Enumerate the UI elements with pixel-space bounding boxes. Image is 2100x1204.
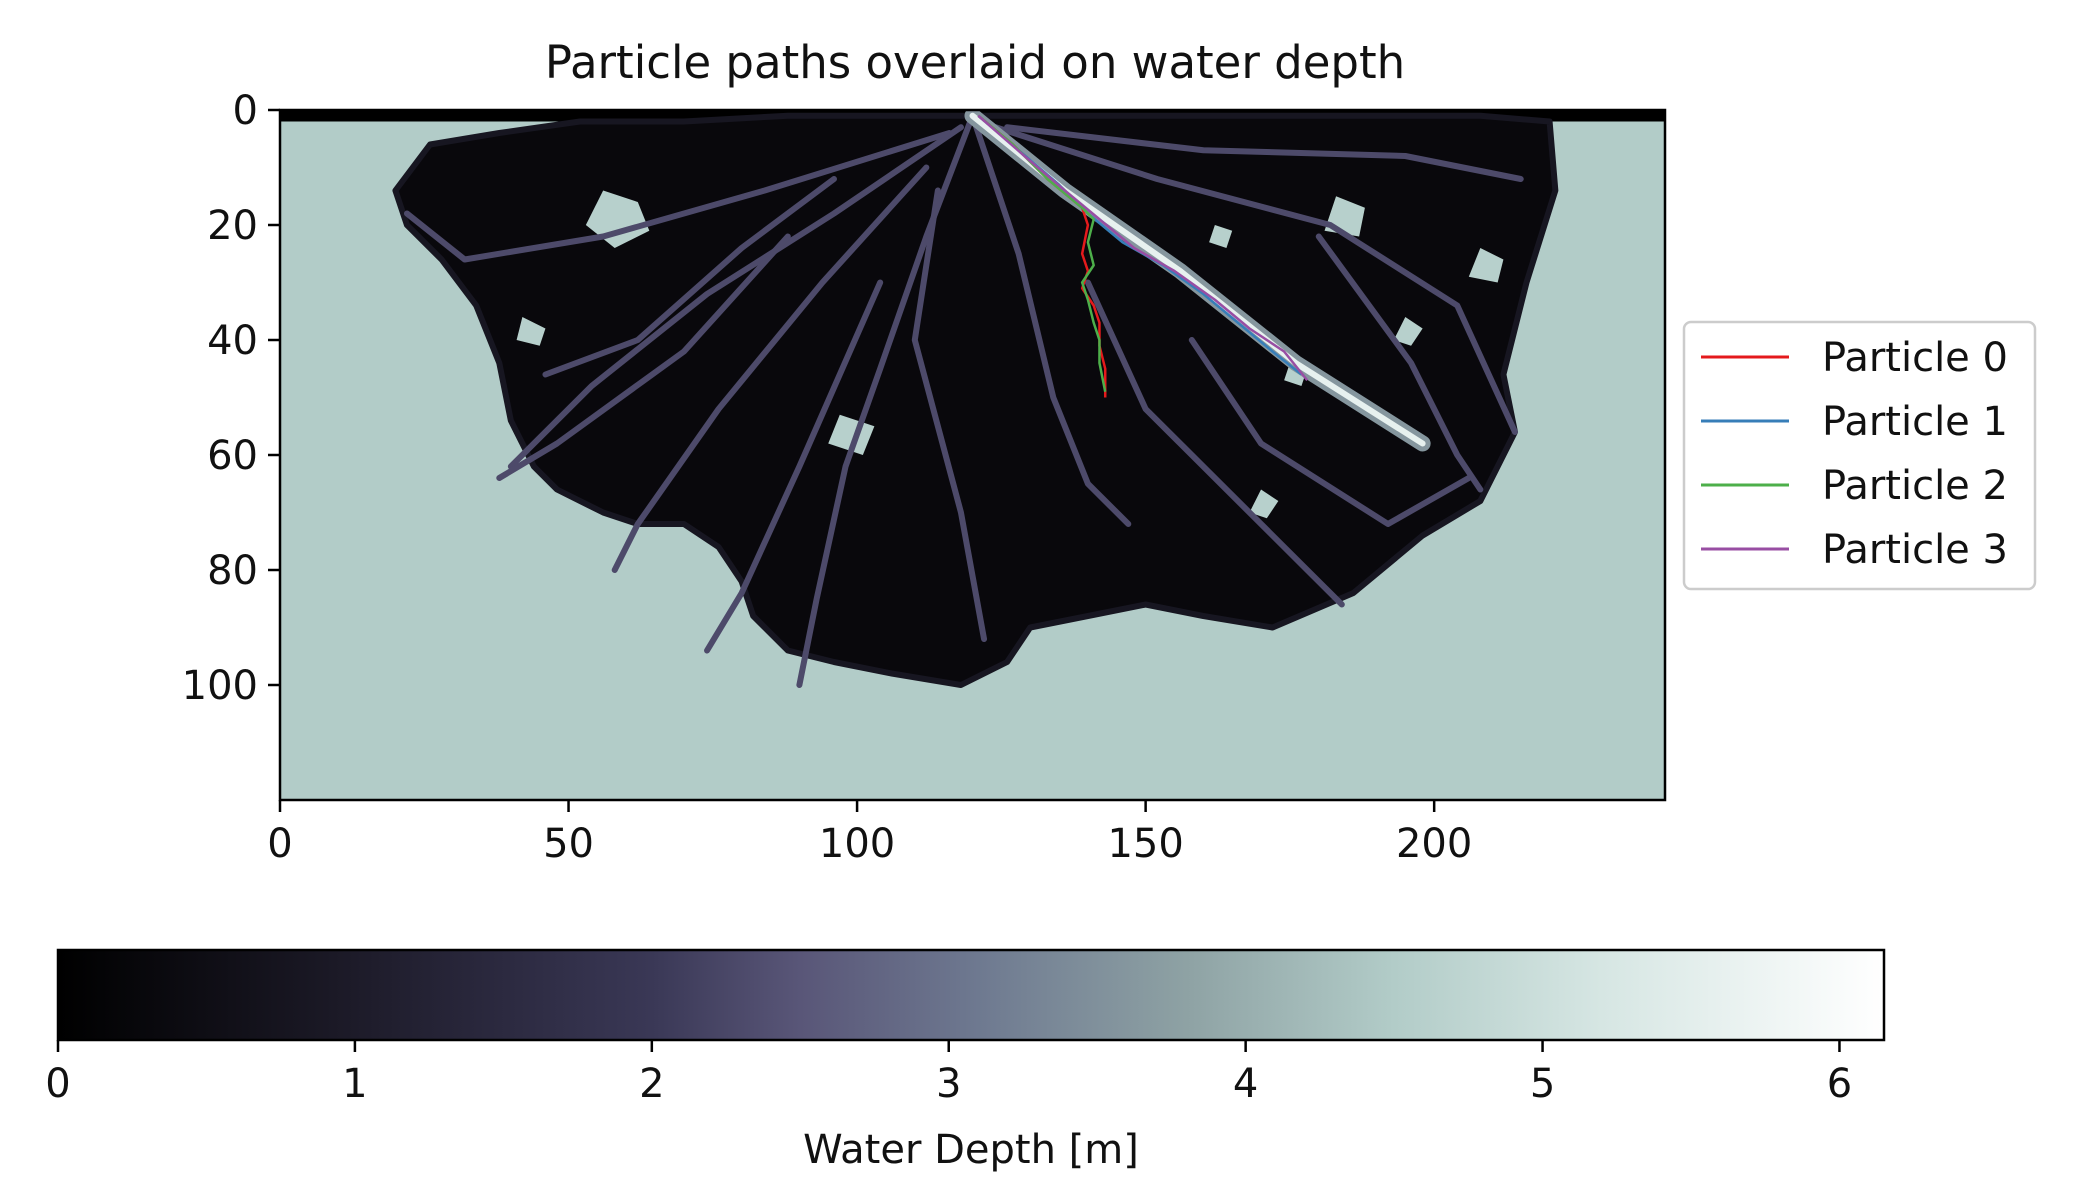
colorbar: 0 1 2 3 4 5 6 Water Depth [m] <box>45 948 1886 1173</box>
legend-box <box>1682 320 2037 591</box>
y-tick-label: 0 <box>233 88 258 134</box>
x-tick-label: 150 <box>1107 821 1183 867</box>
delta-channel <box>992 124 1518 435</box>
colorbar-tick-label: 5 <box>1530 1061 1555 1107</box>
colorbar-tick-label: 0 <box>45 1061 70 1107</box>
x-axis: 0 50 100 150 200 <box>267 800 1472 867</box>
delta-channel <box>704 279 884 654</box>
heatmap-plot-area: 0 50 100 150 200 0 20 40 60 80 100 <box>182 88 1667 867</box>
y-tick-label: 60 <box>207 433 258 479</box>
colorbar-tick-label: 2 <box>639 1061 664 1107</box>
particle-paths <box>977 114 1309 398</box>
delta-channel <box>911 187 988 642</box>
y-tick-label: 40 <box>207 318 258 364</box>
delta-island <box>1209 225 1233 248</box>
chart-title: Particle paths overlaid on water depth <box>545 36 1405 89</box>
delta-channel <box>1315 233 1484 493</box>
legend-label-1: Particle 1 <box>1822 399 2008 445</box>
delta-channel <box>1084 279 1345 608</box>
x-tick-label: 100 <box>819 821 895 867</box>
delta-island <box>1468 248 1504 283</box>
colorbar-tick-label: 4 <box>1233 1061 1258 1107</box>
particle-path-2 <box>977 114 1107 392</box>
delta-channel <box>403 130 953 263</box>
delta-depth-field <box>280 110 1665 688</box>
delta-island <box>516 317 546 346</box>
legend-label-2: Particle 2 <box>1822 463 2008 509</box>
delta-channel <box>507 124 964 470</box>
colorbar-label: Water Depth [m] <box>803 1127 1139 1173</box>
delta-channel <box>969 112 1132 527</box>
delta-channel <box>1188 337 1472 527</box>
delta-island <box>1249 489 1279 519</box>
legend-label-3: Particle 3 <box>1822 527 2008 573</box>
y-tick-label: 20 <box>207 203 258 249</box>
x-tick-label: 0 <box>267 821 292 867</box>
delta-channel <box>542 176 837 378</box>
y-axis: 0 20 40 60 80 100 <box>182 88 280 709</box>
delta-channel <box>496 233 791 481</box>
delta-body <box>392 112 1559 688</box>
legend-label-0: Particle 0 <box>1822 335 2008 381</box>
particle-path-3 <box>977 114 1309 382</box>
y-tick-label: 80 <box>207 548 258 594</box>
delta-channel <box>611 164 930 573</box>
colorbar-tick-label: 1 <box>342 1061 367 1107</box>
colorbar-tick-label: 6 <box>1827 1061 1852 1107</box>
x-tick-label: 50 <box>543 821 594 867</box>
x-tick-label: 200 <box>1396 821 1472 867</box>
y-tick-label: 100 <box>182 663 258 709</box>
delta-channel <box>1004 124 1524 182</box>
colorbar-tick-label: 3 <box>936 1061 961 1107</box>
legend: Particle 0 Particle 1 Particle 2 Particle 3 <box>1682 320 2037 591</box>
delta-island <box>585 190 650 248</box>
colorbar-gradient <box>56 948 1886 1042</box>
delta-island <box>1393 317 1423 346</box>
